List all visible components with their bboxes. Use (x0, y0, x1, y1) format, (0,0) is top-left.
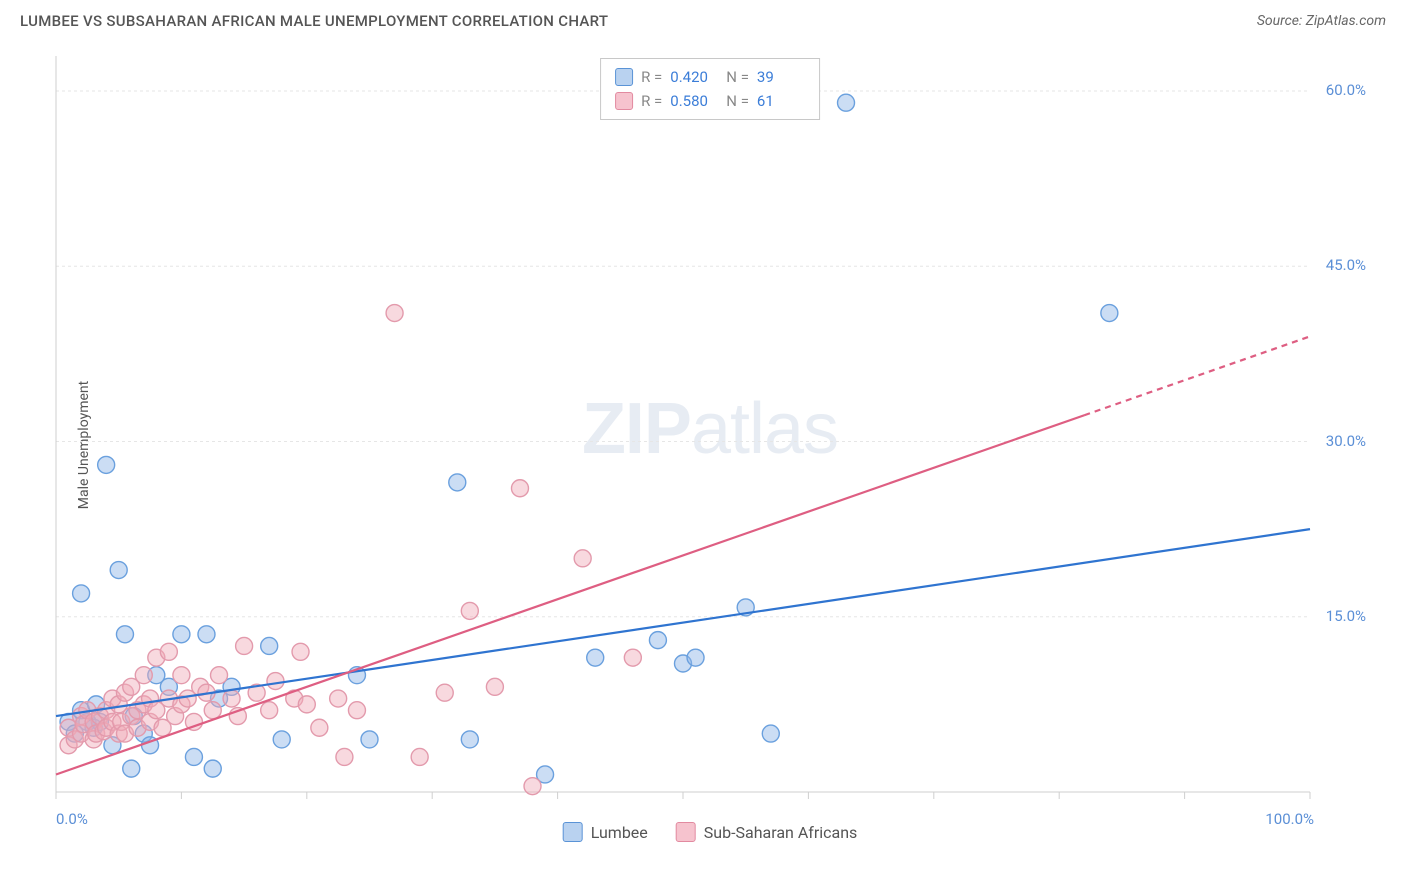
n-label: N = (726, 89, 749, 113)
chart-title: LUMBEE VS SUBSAHARAN AFRICAN MALE UNEMPL… (20, 12, 608, 30)
y-tick-label: 15.0% (1326, 607, 1366, 625)
n-label: N = (726, 65, 749, 89)
legend-item: Lumbee (563, 822, 648, 842)
scatter-plot-svg (50, 50, 1370, 840)
r-value: 0.580 (670, 89, 718, 113)
legend-swatch-icon (615, 68, 633, 86)
stats-legend-row: R = 0.420 N = 39 (615, 65, 805, 89)
n-value: 39 (757, 65, 805, 89)
legend-swatch-icon (563, 822, 583, 842)
x-tick-label: 0.0% (56, 810, 88, 828)
legend-swatch-icon (676, 822, 696, 842)
n-value: 61 (757, 89, 805, 113)
y-tick-label: 30.0% (1326, 432, 1366, 450)
y-tick-label: 45.0% (1326, 256, 1366, 274)
r-value: 0.420 (670, 65, 718, 89)
stats-legend: R = 0.420 N = 39 R = 0.580 N = 61 (600, 58, 820, 120)
legend-item: Sub-Saharan Africans (676, 822, 858, 842)
bottom-legend: Lumbee Sub-Saharan Africans (563, 822, 858, 842)
y-tick-label: 60.0% (1326, 81, 1366, 99)
r-label: R = (641, 89, 662, 113)
r-label: R = (641, 65, 662, 89)
legend-label: Lumbee (591, 823, 648, 842)
legend-label: Sub-Saharan Africans (704, 823, 858, 842)
legend-swatch-icon (615, 92, 633, 110)
source-label: Source: ZipAtlas.com (1257, 13, 1386, 29)
stats-legend-row: R = 0.580 N = 61 (615, 89, 805, 113)
chart-area: Male Unemployment ZIPatlas R =0.420N =39… (50, 50, 1370, 840)
x-tick-label: 100.0% (1265, 810, 1314, 828)
